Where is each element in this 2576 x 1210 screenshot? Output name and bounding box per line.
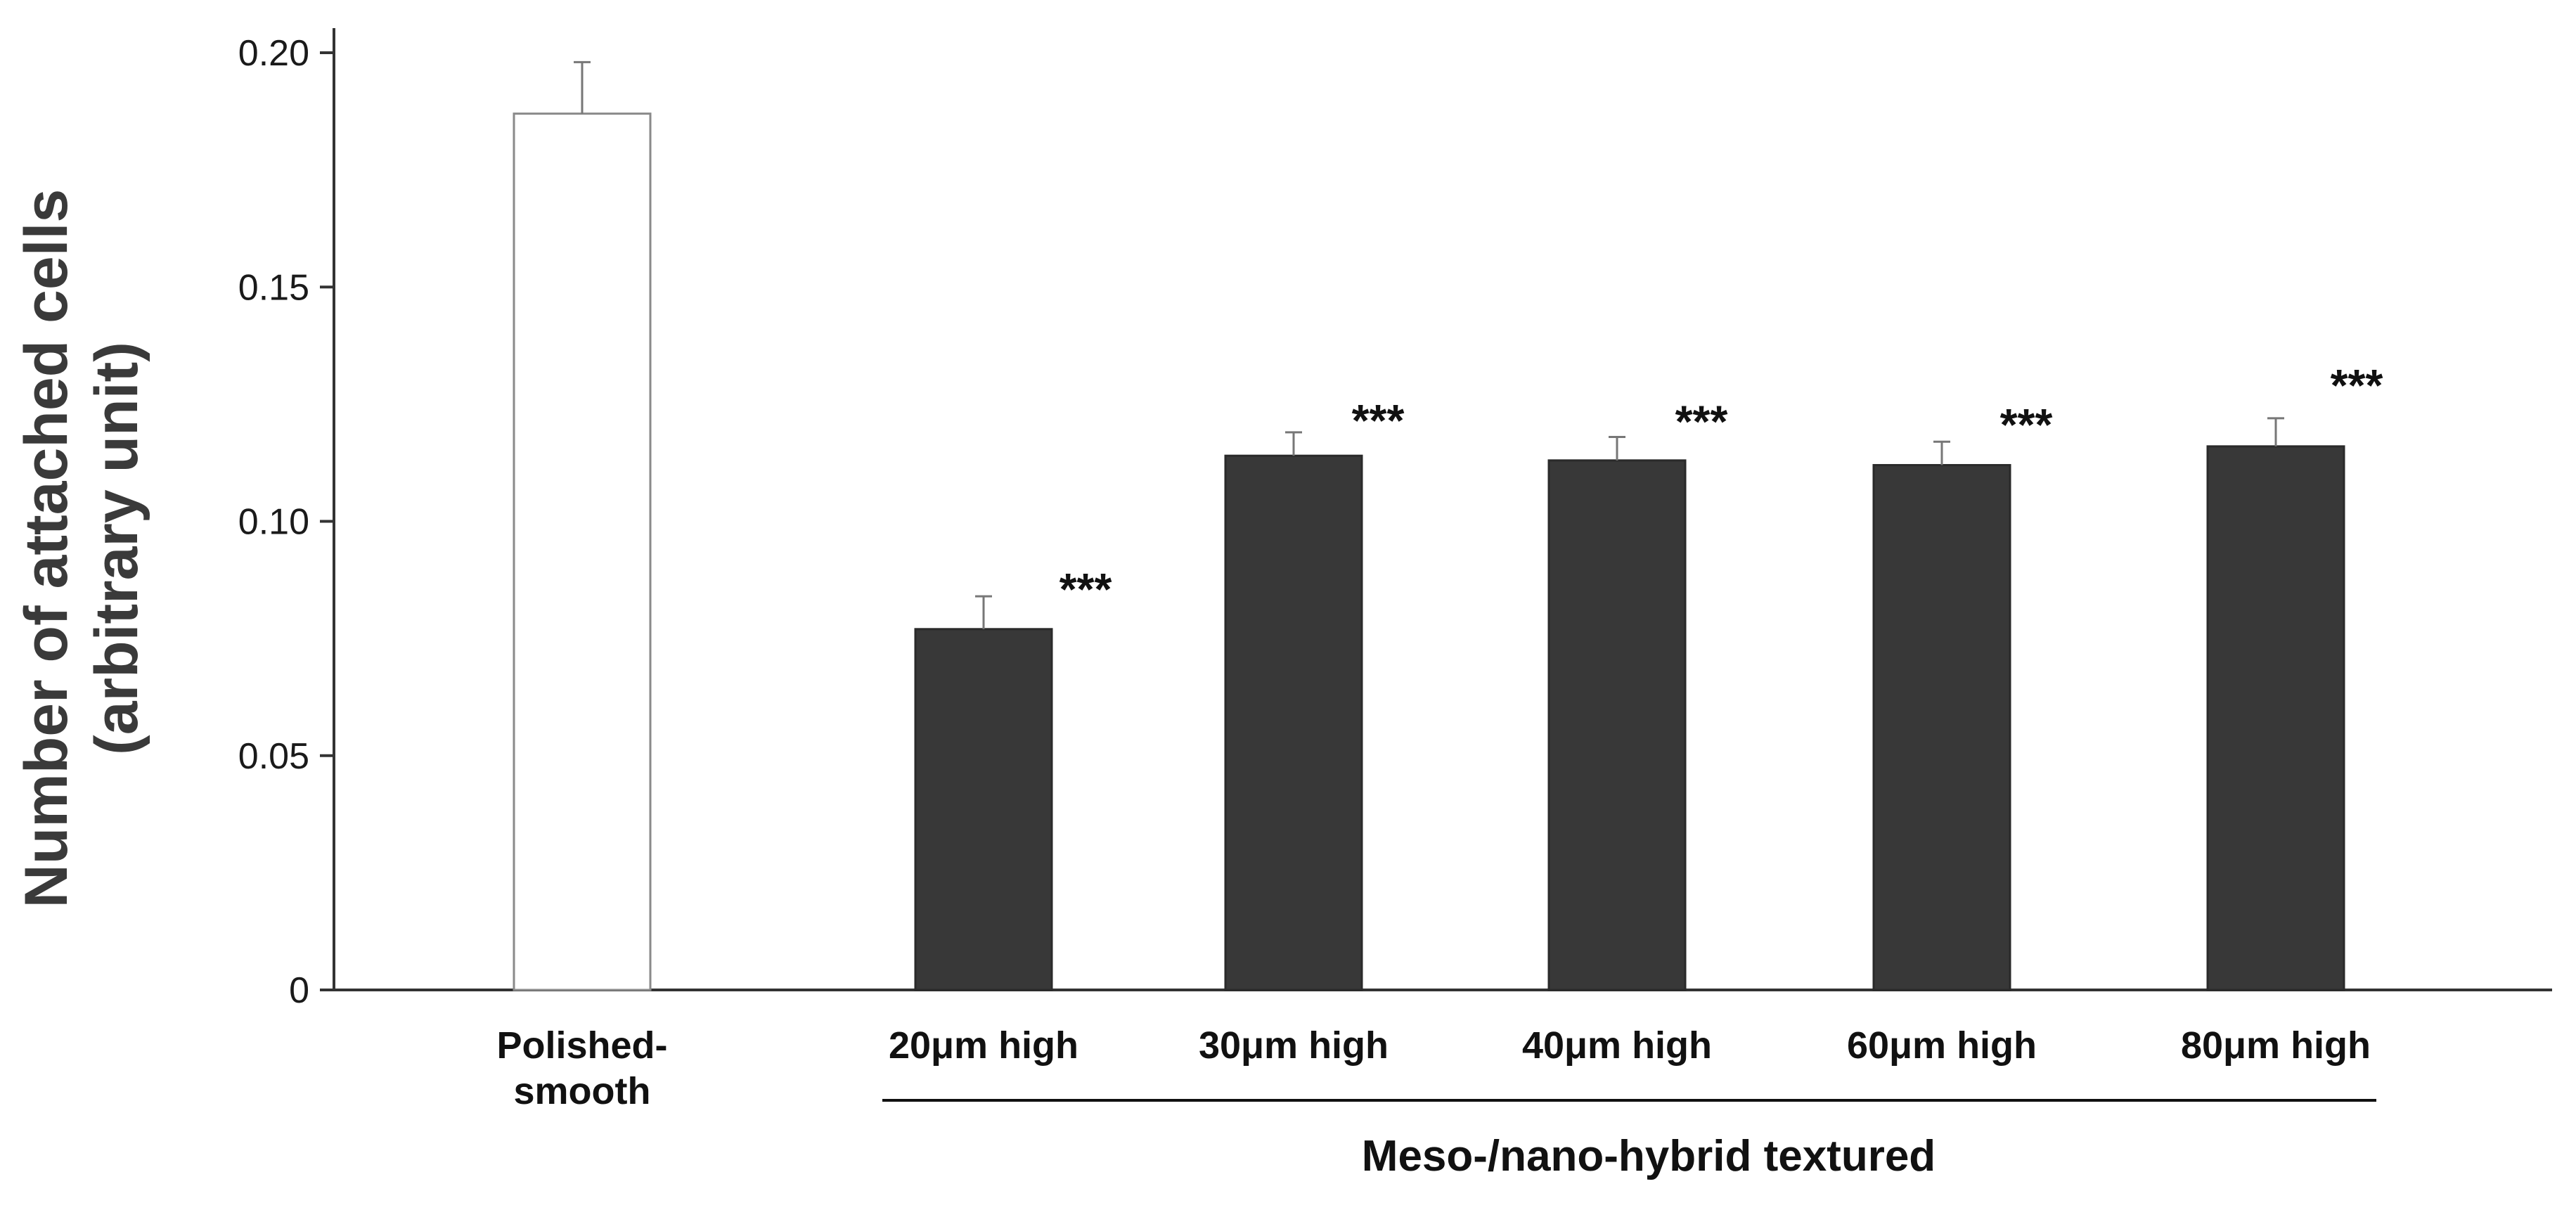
y-tick-label: 0.20 <box>238 33 309 74</box>
bars <box>513 112 2345 991</box>
significance-marker: *** <box>2000 399 2053 450</box>
significance-marker: *** <box>1675 397 1728 447</box>
bar <box>2206 445 2345 991</box>
bar <box>513 112 652 991</box>
axes <box>333 28 2552 991</box>
x-tick-labels: Polished-smooth 20μm high 30μm high 40μm hi… <box>496 1024 2371 1112</box>
x-tick-label: 60μm high <box>1847 1024 2037 1067</box>
y-tick-label: 0.05 <box>238 736 309 777</box>
bar <box>1547 459 1687 991</box>
y-ticks: 0 0.05 0.10 0.15 0.20 <box>238 33 334 1011</box>
y-axis-label-line-2: (arbitrary unit) <box>83 342 150 755</box>
error-bars <box>574 60 2284 629</box>
x-tick-label: Polished- <box>496 1024 667 1067</box>
y-tick-label: 0.15 <box>238 267 309 308</box>
y-tick-label: 0.10 <box>238 502 309 543</box>
significance-marker: *** <box>2331 360 2383 411</box>
x-tick-label: 80μm high <box>2181 1024 2371 1067</box>
group-bracket: Meso-/nano-hybrid textured <box>882 1099 2376 1180</box>
significance-marker: *** <box>1352 395 1405 446</box>
significance-markers: *** *** *** *** *** <box>1060 360 2383 614</box>
y-axis-label: Number of attached cells (arbitrary unit… <box>13 189 150 908</box>
y-axis-label-line-1: Number of attached cells <box>13 189 80 908</box>
significance-marker: *** <box>1060 564 1112 614</box>
group-label: Meso-/nano-hybrid textured <box>1362 1132 1936 1180</box>
x-tick-label: 20μm high <box>889 1024 1078 1067</box>
bar <box>1872 464 2011 991</box>
y-tick-label: 0 <box>289 970 309 1011</box>
x-tick-label: 30μm high <box>1199 1024 1389 1067</box>
bar <box>914 628 1053 991</box>
x-tick-label: 40μm high <box>1522 1024 1712 1067</box>
x-tick-label: smooth <box>514 1070 651 1112</box>
bar <box>1224 454 1363 991</box>
